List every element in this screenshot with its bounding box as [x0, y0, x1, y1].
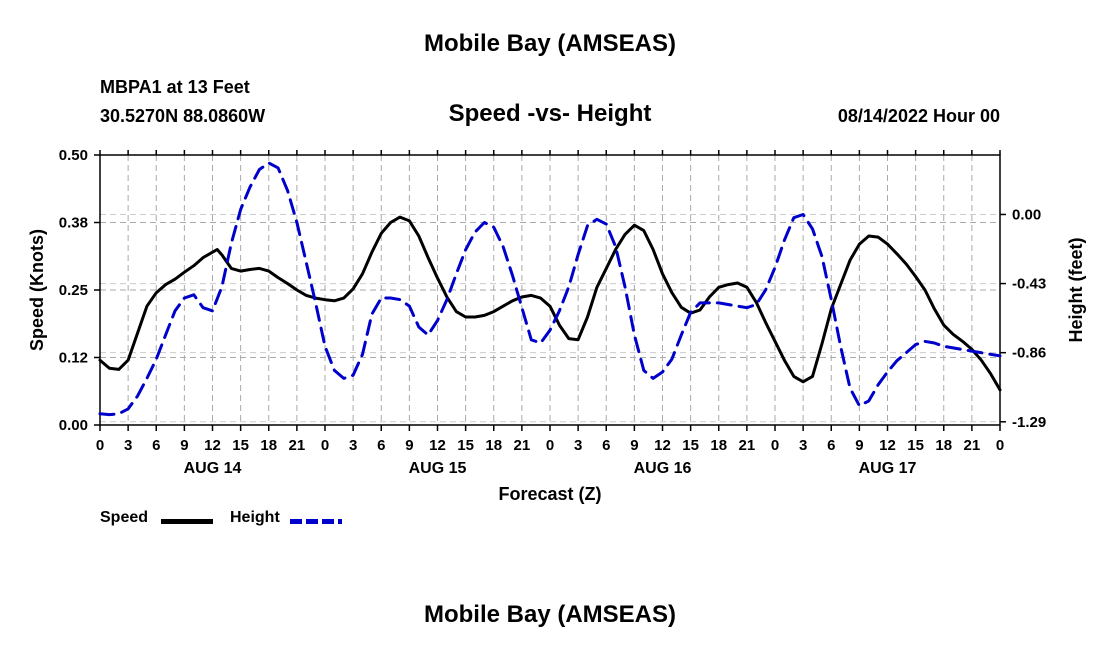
x-tick-label: 6	[827, 437, 835, 454]
y-tick-label-left: 0.25	[59, 282, 88, 299]
x-tick-label: 9	[180, 437, 188, 454]
x-tick-label: 9	[630, 437, 638, 454]
station-coordinates: 30.5270N 88.0860W	[100, 106, 266, 126]
x-axis-label: Forecast (Z)	[498, 484, 601, 504]
x-tick-label: 0	[771, 437, 779, 454]
x-tick-label: 21	[739, 437, 756, 454]
legend-height-swatch	[290, 519, 342, 524]
x-tick-label: 21	[964, 437, 981, 454]
x-tick-label: 3	[799, 437, 807, 454]
forecast-datetime: 08/14/2022 Hour 00	[837, 106, 1000, 126]
station-label: MBPA1 at 13 Feet	[100, 77, 250, 97]
x-tick-label: 6	[377, 437, 385, 454]
grid-layer	[100, 155, 1000, 425]
x-tick-label: 18	[710, 437, 727, 454]
x-tick-label: 0	[546, 437, 554, 454]
x-day-label: AUG 16	[634, 460, 692, 477]
y-tick-label-left: 0.12	[59, 350, 88, 367]
x-tick-label: 18	[935, 437, 952, 454]
axis-layer	[94, 150, 1006, 431]
legend-height-label: Height	[230, 509, 280, 526]
x-tick-label: 15	[457, 437, 474, 454]
x-tick-label: 12	[879, 437, 896, 454]
x-tick-label: 21	[514, 437, 531, 454]
x-tick-label: 6	[602, 437, 610, 454]
legend-speed-swatch	[161, 519, 213, 524]
x-tick-label: 0	[996, 437, 1004, 454]
x-tick-label: 12	[204, 437, 221, 454]
y-tick-label-left: 0.00	[59, 417, 88, 434]
series-line-speed	[98, 215, 1002, 392]
y-tick-label-right: -1.29	[1012, 414, 1046, 431]
series-layer	[98, 161, 1002, 417]
x-tick-label: 3	[574, 437, 582, 454]
legend-speed-label: Speed	[100, 509, 149, 526]
x-tick-label: 12	[429, 437, 446, 454]
x-tick-label: 15	[232, 437, 249, 454]
y-tick-label-left: 0.38	[59, 215, 88, 232]
series-line-height	[98, 161, 1002, 417]
x-tick-label: 3	[349, 437, 357, 454]
x-day-label: AUG 15	[409, 460, 467, 477]
x-tick-label: 12	[654, 437, 671, 454]
x-day-label: AUG 17	[859, 460, 917, 477]
y-tick-label-left: 0.50	[59, 147, 88, 164]
y-tick-label-right: 0.00	[1012, 206, 1041, 223]
chart-subtitle: Speed -vs- Height	[448, 100, 652, 127]
page-title: Mobile Bay (AMSEAS)	[423, 30, 677, 57]
x-tick-label: 6	[152, 437, 160, 454]
x-tick-label: 18	[260, 437, 277, 454]
x-tick-label: 0	[96, 437, 104, 454]
x-tick-label: 21	[289, 437, 306, 454]
x-tick-label: 3	[124, 437, 132, 454]
y-tick-label-right: -0.86	[1012, 345, 1046, 362]
x-tick-label: 9	[855, 437, 863, 454]
label-layer: Forecast (Z) Speed (Knots) Height (feet)…	[27, 147, 1086, 504]
x-tick-label: 0	[321, 437, 329, 454]
x-tick-label: 15	[682, 437, 699, 454]
y-axis-label-left: Speed (Knots)	[27, 229, 47, 351]
next-chart-title: Mobile Bay (AMSEAS)	[423, 601, 677, 628]
y-tick-label-right: -0.43	[1012, 276, 1046, 293]
x-tick-label: 18	[485, 437, 502, 454]
x-tick-label: 15	[907, 437, 924, 454]
y-axis-label-right: Height (feet)	[1066, 238, 1086, 343]
x-day-label: AUG 14	[184, 460, 242, 477]
x-tick-label: 9	[405, 437, 413, 454]
